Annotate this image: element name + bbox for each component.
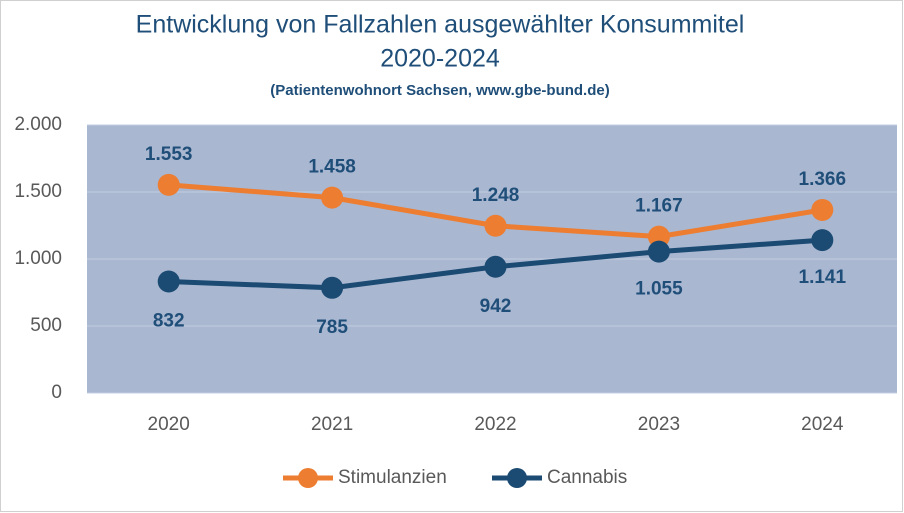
y-tick-label: 500 — [30, 315, 62, 336]
data-label: 1.458 — [308, 157, 356, 178]
y-tick-label: 1.500 — [14, 181, 62, 202]
x-tick-label: 2020 — [148, 414, 190, 435]
chart-title: 2020-2024 — [380, 45, 500, 73]
data-label: 1.055 — [635, 279, 683, 300]
legend-label: Cannabis — [547, 467, 627, 488]
x-tick-label: 2022 — [474, 414, 516, 435]
legend-marker — [507, 468, 527, 488]
chart-subtitle: (Patientenwohnort Sachsen, www.gbe-bund.… — [270, 82, 609, 99]
legend-marker — [298, 468, 318, 488]
data-label: 1.553 — [145, 144, 193, 165]
data-label: 1.141 — [799, 267, 847, 288]
chart-title: Entwicklung von Fallzahlen ausgewählter … — [136, 11, 745, 39]
y-tick-label: 1.000 — [14, 248, 62, 269]
data-label: 1.167 — [635, 196, 683, 217]
data-point — [484, 255, 507, 278]
data-label: 832 — [153, 311, 185, 332]
data-point — [811, 198, 834, 221]
x-tick-label: 2023 — [638, 414, 680, 435]
y-tick-label: 0 — [51, 382, 62, 403]
data-point — [157, 173, 180, 196]
data-point — [321, 186, 344, 209]
data-point — [484, 214, 507, 237]
x-tick-label: 2024 — [801, 414, 844, 435]
data-label: 942 — [480, 296, 512, 317]
data-point — [811, 229, 834, 252]
x-tick-label: 2021 — [311, 414, 353, 435]
data-label: 1.366 — [799, 169, 847, 190]
data-point — [647, 240, 670, 263]
legend-label: Stimulanzien — [338, 467, 447, 488]
data-point — [321, 276, 344, 299]
data-label: 785 — [316, 317, 348, 338]
data-label: 1.248 — [472, 185, 520, 206]
y-tick-label: 2.000 — [14, 114, 62, 135]
data-point — [157, 270, 180, 293]
